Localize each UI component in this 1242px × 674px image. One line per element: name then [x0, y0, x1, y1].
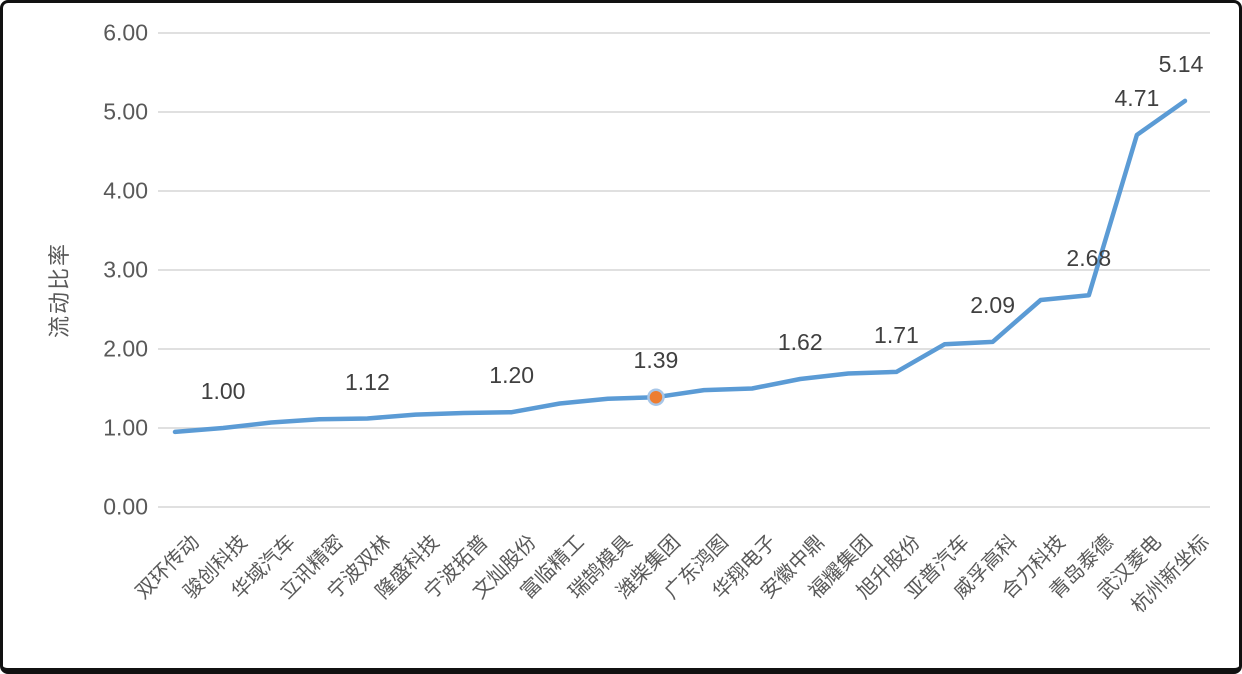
y-axis-tick-label: 6.00	[103, 19, 148, 46]
data-label: 2.09	[970, 291, 1015, 318]
data-label: 1.39	[633, 347, 679, 374]
line-chart-plot	[158, 32, 1210, 508]
y-axis-tick-label: 0.00	[103, 493, 148, 520]
data-label: 1.20	[489, 362, 535, 389]
data-label: 1.71	[874, 321, 919, 348]
data-label: 1.00	[200, 378, 246, 404]
y-axis-tick-label: 2.00	[103, 335, 148, 362]
data-label: 1.12	[344, 368, 390, 395]
y-axis-tick-label: 3.00	[103, 256, 148, 283]
data-label: 2.68	[1066, 245, 1112, 272]
y-axis-tick-label: 5.00	[103, 98, 148, 125]
highlight-marker	[647, 388, 665, 406]
y-axis-tick-label: 1.00	[103, 414, 148, 441]
y-axis-tick-label: 4.00	[103, 177, 148, 204]
data-label: 5.14	[1158, 50, 1204, 77]
data-label: 1.62	[777, 329, 823, 356]
data-label: 4.71	[1114, 84, 1160, 111]
series-line	[172, 98, 1188, 435]
